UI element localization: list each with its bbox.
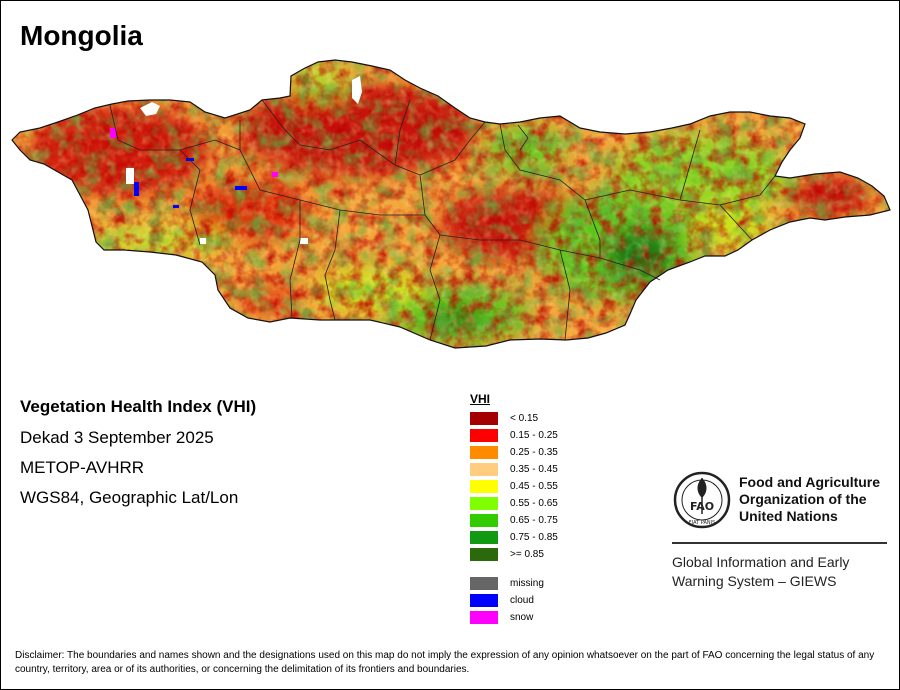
legend-swatch [470,547,498,561]
legend-label: >= 0.85 [510,548,544,560]
fao-name-line: United Nations [739,508,838,524]
legend-label: snow [510,611,534,623]
legend-item: 0.15 - 0.25 [470,428,558,442]
legend-label: 0.55 - 0.65 [510,497,558,509]
legend-item: 0.75 - 0.85 [470,530,558,544]
legend-item: 0.35 - 0.45 [470,462,558,476]
legend-item: 0.45 - 0.55 [470,479,558,493]
fao-name: Food and Agriculture Organization of the… [739,474,899,525]
fao-name-line: Food and Agriculture [739,474,881,490]
legend-label: 0.15 - 0.25 [510,429,558,441]
legend-item: snow [470,610,533,624]
legend-swatch [470,496,498,510]
disclaimer: Disclaimer: The boundaries and names sho… [15,650,875,675]
fao-logo-icon: FAO FIAT PANIS [673,471,731,529]
legend-item: missing [470,576,544,590]
legend-swatch [470,513,498,527]
map-title: Mongolia [20,20,143,51]
giews-label: Global Information and Early Warning Sys… [672,553,892,591]
period-label: Dekad 3 September 2025 [20,428,214,447]
legend-title: VHI [470,392,491,406]
legend-item: 0.25 - 0.35 [470,445,558,459]
legend-swatch [470,411,498,425]
legend-label: missing [510,577,544,589]
legend-label: < 0.15 [510,412,539,424]
province-boundaries [109,99,776,341]
legend-item: cloud [470,593,534,607]
legend-label: cloud [510,594,534,606]
legend-label: 0.35 - 0.45 [510,463,558,475]
projection-label: WGS84, Geographic Lat/Lon [20,488,239,507]
giews-line: Global Information and Early [672,554,850,570]
legend-item: >= 0.85 [470,547,544,561]
legend-label: 0.45 - 0.55 [510,480,558,492]
fao-name-line: Organization of the [739,491,867,507]
legend-swatch [470,593,498,607]
index-title: Vegetation Health Index (VHI) [20,397,257,416]
legend-label: 0.65 - 0.75 [510,514,558,526]
giews-line: Warning System – GIEWS [672,573,837,589]
legend-swatch [470,610,498,624]
divider [672,542,887,544]
legend-item: 0.65 - 0.75 [470,513,558,527]
legend-item: < 0.15 [470,411,538,425]
legend-label: 0.25 - 0.35 [510,446,558,458]
legend-swatch [470,576,498,590]
fao-logo-motto: FIAT PANIS [689,520,716,526]
vhi-raster [12,60,890,348]
legend-swatch [470,462,498,476]
vhi-legend: VHI < 0.15 0.15 - 0.25 0.25 - 0.35 0.35 … [470,392,558,624]
sensor-label: METOP-AVHRR [20,458,145,477]
legend-swatch [470,530,498,544]
legend-label: 0.75 - 0.85 [510,531,558,543]
legend-swatch [470,428,498,442]
legend-item: 0.55 - 0.65 [470,496,558,510]
vhi-map [11,59,891,349]
legend-swatch [470,479,498,493]
legend-swatch [470,445,498,459]
fao-logo-text: FAO [690,500,714,513]
